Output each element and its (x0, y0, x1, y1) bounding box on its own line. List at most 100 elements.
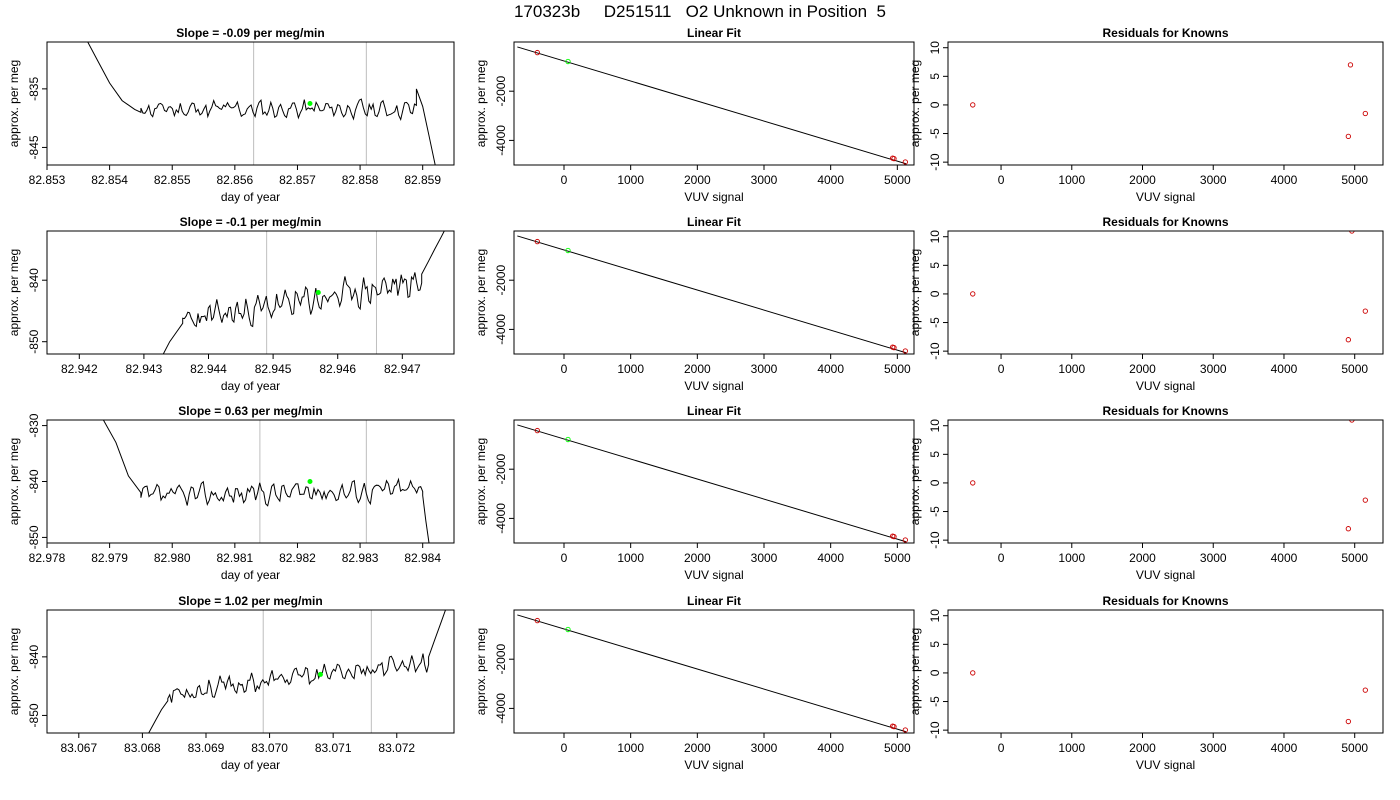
plot-area (970, 231, 1368, 343)
x-tick-label: 83.067 (60, 741, 97, 755)
x-tick-label: 83.070 (251, 741, 288, 755)
panel-2-2: Linear Fit 0 1000 2000 3000 4000 5000 -2000 -400… (474, 215, 915, 393)
y-tick-label: 10 (928, 419, 942, 433)
known-point (1362, 497, 1368, 503)
y-tick-label: 0 (928, 290, 942, 297)
y-tick-label: -835 (27, 77, 41, 101)
y-tick-label: 0 (928, 479, 942, 486)
x-tick-label: 83.071 (315, 741, 352, 755)
x-tick-label: 1000 (1058, 362, 1085, 376)
plot-frame (947, 609, 1384, 734)
unknown-marker (307, 101, 313, 106)
known-point (1345, 133, 1351, 140)
x-tick-label: 3000 (1200, 362, 1227, 376)
x-tick-label: 4000 (817, 551, 844, 565)
panel-4-3: Residuals for Knowns 0 1000 2000 3000 4000 500… (908, 594, 1384, 772)
fit-line (517, 46, 907, 165)
y-tick-label: -2000 (494, 76, 508, 107)
x-axis-label: VUV signal (1136, 568, 1195, 582)
x-axis-label: VUV signal (684, 190, 743, 204)
x-axis-label: day of year (221, 190, 280, 204)
x-axis-label: VUV signal (1136, 379, 1195, 393)
x-tick-label: 82.858 (342, 173, 379, 187)
known-point (891, 155, 897, 162)
plot-frame (513, 609, 915, 734)
known-point (970, 291, 976, 297)
known-point (902, 537, 908, 543)
x-tick-label: 0 (561, 551, 568, 565)
y-tick-label: -5 (928, 696, 942, 707)
x-tick-label: 82.983 (342, 551, 379, 565)
y-tick-label: -830 (27, 413, 41, 437)
known-point (534, 238, 540, 245)
known-point (1362, 308, 1368, 314)
x-tick-label: 4000 (1271, 741, 1298, 755)
known-point (902, 159, 908, 165)
x-tick-label: 5000 (884, 741, 911, 755)
known-point (891, 533, 897, 540)
y-tick-label: -2000 (494, 265, 508, 296)
x-tick-label: 82.854 (91, 173, 128, 187)
panel-1-3: Residuals for Knowns 0 1000 2000 3000 4000 500… (908, 26, 1384, 204)
x-axis-label: day of year (221, 758, 280, 772)
y-tick-label: 5 (928, 641, 942, 648)
x-tick-label: 3000 (1200, 551, 1227, 565)
signal-trace (102, 420, 430, 543)
known-point (1347, 62, 1354, 68)
y-tick-label: -840 (27, 645, 41, 669)
panel-title: Linear Fit (687, 594, 741, 608)
x-tick-label: 83.069 (188, 741, 225, 755)
x-tick-label: 5000 (884, 551, 911, 565)
unknown-marker (317, 671, 323, 677)
y-tick-label: 10 (928, 230, 942, 244)
panel-3-2: Linear Fit 0 1000 2000 3000 4000 5000 -2000 -400… (474, 404, 915, 582)
x-tick-label: 5000 (884, 362, 911, 376)
y-tick-label: -845 (27, 135, 41, 159)
y-axis-label: approx. per meg (908, 628, 922, 715)
panel-title: Slope = 0.63 per meg/min (178, 404, 322, 418)
x-tick-label: 3000 (1200, 173, 1227, 187)
x-tick-label: 0 (998, 362, 1005, 376)
x-tick-label: 82.944 (190, 362, 227, 376)
x-tick-label: 1000 (1058, 551, 1085, 565)
x-tick-label: 4000 (817, 173, 844, 187)
plot-area (517, 614, 908, 733)
y-tick-label: 5 (928, 73, 942, 80)
panel-title: Slope = 1.02 per meg/min (178, 594, 322, 608)
known-point (891, 723, 897, 730)
plot-area (87, 42, 436, 165)
y-axis-label: approx. per meg (474, 438, 488, 525)
panel-title: Linear Fit (687, 26, 741, 40)
signal-trace (148, 610, 447, 733)
x-axis-label: day of year (221, 568, 280, 582)
x-axis-label: VUV signal (684, 758, 743, 772)
x-tick-label: 4000 (817, 741, 844, 755)
panel-4-2: Linear Fit 0 1000 2000 3000 4000 5000 -2000 -400… (474, 594, 915, 772)
fit-line (517, 614, 907, 733)
x-tick-label: 82.942 (61, 362, 98, 376)
x-tick-label: 0 (561, 173, 568, 187)
x-tick-label: 82.943 (126, 362, 163, 376)
x-tick-label: 82.980 (154, 551, 191, 565)
x-tick-label: 1000 (617, 173, 644, 187)
x-tick-label: 0 (561, 741, 568, 755)
y-tick-label: -4000 (494, 314, 508, 345)
y-tick-label: -2000 (494, 644, 508, 675)
y-tick-label: -5 (928, 317, 942, 328)
panel-3-3: Residuals for Knowns 0 1000 2000 3000 4000 500… (908, 404, 1384, 582)
x-tick-label: 3000 (751, 173, 778, 187)
y-tick-label: -840 (27, 268, 41, 292)
known-point (1345, 526, 1351, 532)
signal-trace (87, 42, 436, 165)
x-tick-label: 0 (998, 551, 1005, 565)
y-tick-label: -10 (928, 153, 942, 171)
y-tick-label: -5 (928, 128, 942, 139)
x-tick-label: 82.984 (404, 551, 441, 565)
plot-area (970, 62, 1368, 140)
x-tick-label: 0 (561, 362, 568, 376)
y-tick-label: 5 (928, 262, 942, 269)
y-axis-label: approx. per meg (474, 628, 488, 715)
x-tick-label: 82.857 (279, 173, 316, 187)
unknown-marker (307, 479, 313, 484)
y-tick-label: -850 (27, 703, 41, 727)
